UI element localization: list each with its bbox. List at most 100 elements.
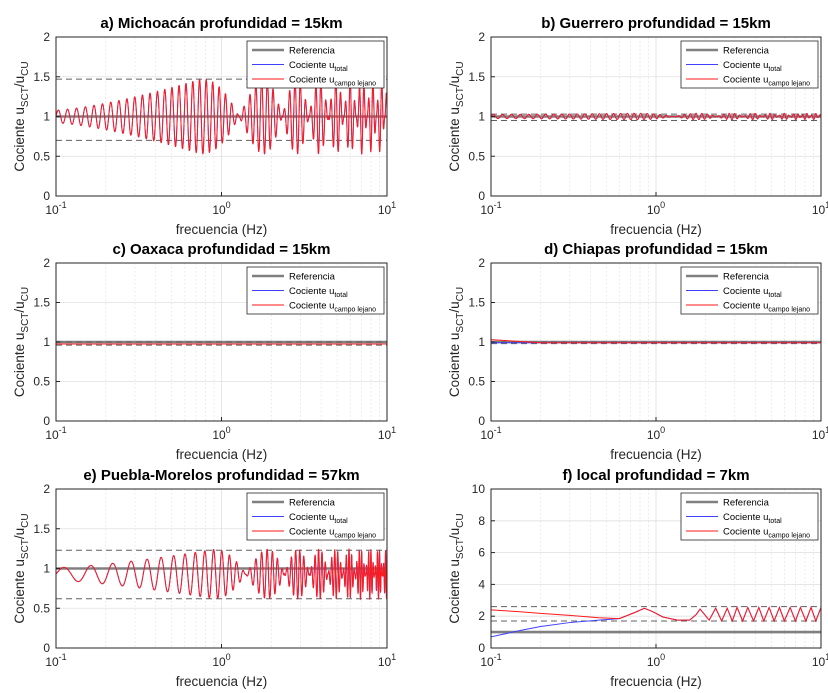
legend-label: Cociente utotal [289, 60, 348, 73]
legend-item-reference: Referencia [686, 272, 770, 283]
y-tick-label: 1.5 [33, 70, 50, 84]
panel-f: 0 2 4 6 8 10 10-1 100 101 frecuencia (Hz) Cociente… [447, 467, 828, 689]
series-far-field-line [56, 548, 387, 601]
legend-item-far-field: Cociente ucampo lejano [252, 527, 376, 540]
series-group [491, 339, 821, 345]
legend-label: Referencia [289, 46, 336, 57]
panel-title: f) local profundidad = 7km [562, 467, 749, 484]
y-tick-label: 1 [478, 335, 485, 349]
y-tick-label: 0.5 [468, 149, 485, 163]
x-axis-label: frecuencia (Hz) [610, 674, 702, 689]
x-tick-label: 101 [378, 425, 396, 442]
y-tick-label: 8 [478, 514, 485, 528]
panel-d: 0 0.5 1 1.5 2 10-1 100 101 frecuencia (Hz) Cocien… [447, 241, 828, 462]
series-group [56, 548, 387, 601]
legend-label: Referencia [289, 498, 336, 509]
legend: Referencia Cociente utotal Cociente ucampo… [680, 492, 819, 541]
x-tick-label: 101 [812, 200, 828, 217]
y-tick-label: 0 [43, 641, 50, 655]
legend-item-total: Cociente utotal [252, 512, 348, 525]
legend: Referencia Cociente utotal Cociente ucampo… [246, 40, 385, 89]
x-axis-label: frecuencia (Hz) [610, 447, 702, 462]
legend-label: Cociente ucampo lejano [289, 301, 376, 314]
legend-item-total: Cociente utotal [686, 286, 782, 299]
y-tick-label: 2 [478, 609, 485, 623]
x-tick-label: 10-1 [480, 200, 501, 217]
panel-c: 0 0.5 1 1.5 2 10-1 100 101 frecuencia (Hz) Cocien… [12, 241, 396, 462]
legend-label: Cociente ucampo lejano [289, 75, 376, 88]
legend-item-reference: Referencia [252, 46, 336, 57]
panel-e: 0 0.5 1 1.5 2 10-1 100 101 frecuencia (Hz) Cocien… [12, 467, 396, 689]
x-tick-label: 101 [812, 425, 828, 442]
x-tick-label: 100 [647, 652, 665, 669]
y-tick-label: 4 [478, 577, 485, 591]
legend-item-far-field: Cociente ucampo lejano [686, 527, 810, 540]
y-tick-label: 1.5 [468, 70, 485, 84]
legend-item-reference: Referencia [252, 272, 336, 283]
legend-item-far-field: Cociente ucampo lejano [252, 75, 376, 88]
x-tick-label: 10-1 [480, 652, 501, 669]
legend-label: Referencia [723, 498, 770, 509]
y-axis-label: Cociente uSCT/uCU [12, 61, 31, 171]
y-axis-label: Cociente uSCT/uCU [447, 513, 466, 623]
legend-item-total: Cociente utotal [252, 286, 348, 299]
y-tick-label: 6 [478, 546, 485, 560]
y-tick-label: 0 [43, 414, 50, 428]
legend-label: Cociente utotal [289, 512, 348, 525]
x-tick-label: 100 [212, 425, 230, 442]
y-tick-label: 2 [478, 30, 485, 44]
y-tick-label: 0 [43, 189, 50, 203]
legend-label: Cociente ucampo lejano [723, 527, 810, 540]
y-tick-label: 0 [478, 641, 485, 655]
x-tick-label: 10-1 [480, 425, 501, 442]
x-tick-label: 10-1 [45, 200, 66, 217]
y-tick-label: 1 [43, 110, 50, 124]
legend-label: Referencia [723, 46, 770, 57]
legend-item-reference: Referencia [252, 498, 336, 509]
y-tick-label: 1 [43, 335, 50, 349]
legend: Referencia Cociente utotal Cociente ucampo… [246, 266, 385, 315]
x-tick-label: 101 [812, 652, 828, 669]
y-axis-label: Cociente uSCT/uCU [447, 287, 466, 397]
y-tick-label: 0.5 [33, 149, 50, 163]
x-tick-label: 100 [647, 425, 665, 442]
panel-title: a) Michoacán profundidad = 15km [100, 15, 342, 32]
legend-item-far-field: Cociente ucampo lejano [686, 75, 810, 88]
legend-item-reference: Referencia [686, 46, 770, 57]
x-axis-label: frecuencia (Hz) [176, 447, 268, 462]
x-tick-label: 101 [378, 652, 396, 669]
legend-item-far-field: Cociente ucampo lejano [686, 301, 810, 314]
x-tick-label: 10-1 [45, 652, 66, 669]
y-tick-label: 0.5 [468, 375, 485, 389]
y-axis-label: Cociente uSCT/uCU [12, 513, 31, 623]
x-tick-label: 10-1 [45, 425, 66, 442]
x-axis-label: frecuencia (Hz) [610, 222, 702, 237]
y-tick-label: 2 [43, 30, 50, 44]
legend-item-far-field: Cociente ucampo lejano [252, 301, 376, 314]
legend-label: Cociente utotal [723, 512, 782, 525]
y-tick-label: 2 [43, 256, 50, 270]
x-tick-label: 101 [378, 200, 396, 217]
legend-label: Cociente utotal [289, 286, 348, 299]
y-tick-label: 1 [478, 110, 485, 124]
panel-title: e) Puebla-Morelos profundidad = 57km [83, 467, 359, 484]
panel-title: d) Chiapas profundidad = 15km [544, 241, 768, 258]
y-tick-label: 1.5 [33, 296, 50, 310]
legend-label: Cociente ucampo lejano [289, 527, 376, 540]
y-tick-label: 0 [478, 414, 485, 428]
y-axis-label: Cociente uSCT/uCU [447, 61, 466, 171]
x-tick-label: 100 [647, 200, 665, 217]
legend-item-total: Cociente utotal [252, 60, 348, 73]
series-group [56, 340, 387, 346]
y-tick-label: 1 [43, 562, 50, 576]
legend-label: Referencia [289, 272, 336, 283]
series-group [491, 606, 821, 638]
legend: Referencia Cociente utotal Cociente ucampo… [680, 266, 819, 315]
legend-label: Referencia [723, 272, 770, 283]
legend-item-total: Cociente utotal [686, 60, 782, 73]
legend-item-total: Cociente utotal [686, 512, 782, 525]
series-far-field-line [56, 78, 387, 155]
legend: Referencia Cociente utotal Cociente ucampo… [680, 40, 819, 89]
legend-label: Cociente utotal [723, 286, 782, 299]
x-axis-label: frecuencia (Hz) [176, 674, 268, 689]
